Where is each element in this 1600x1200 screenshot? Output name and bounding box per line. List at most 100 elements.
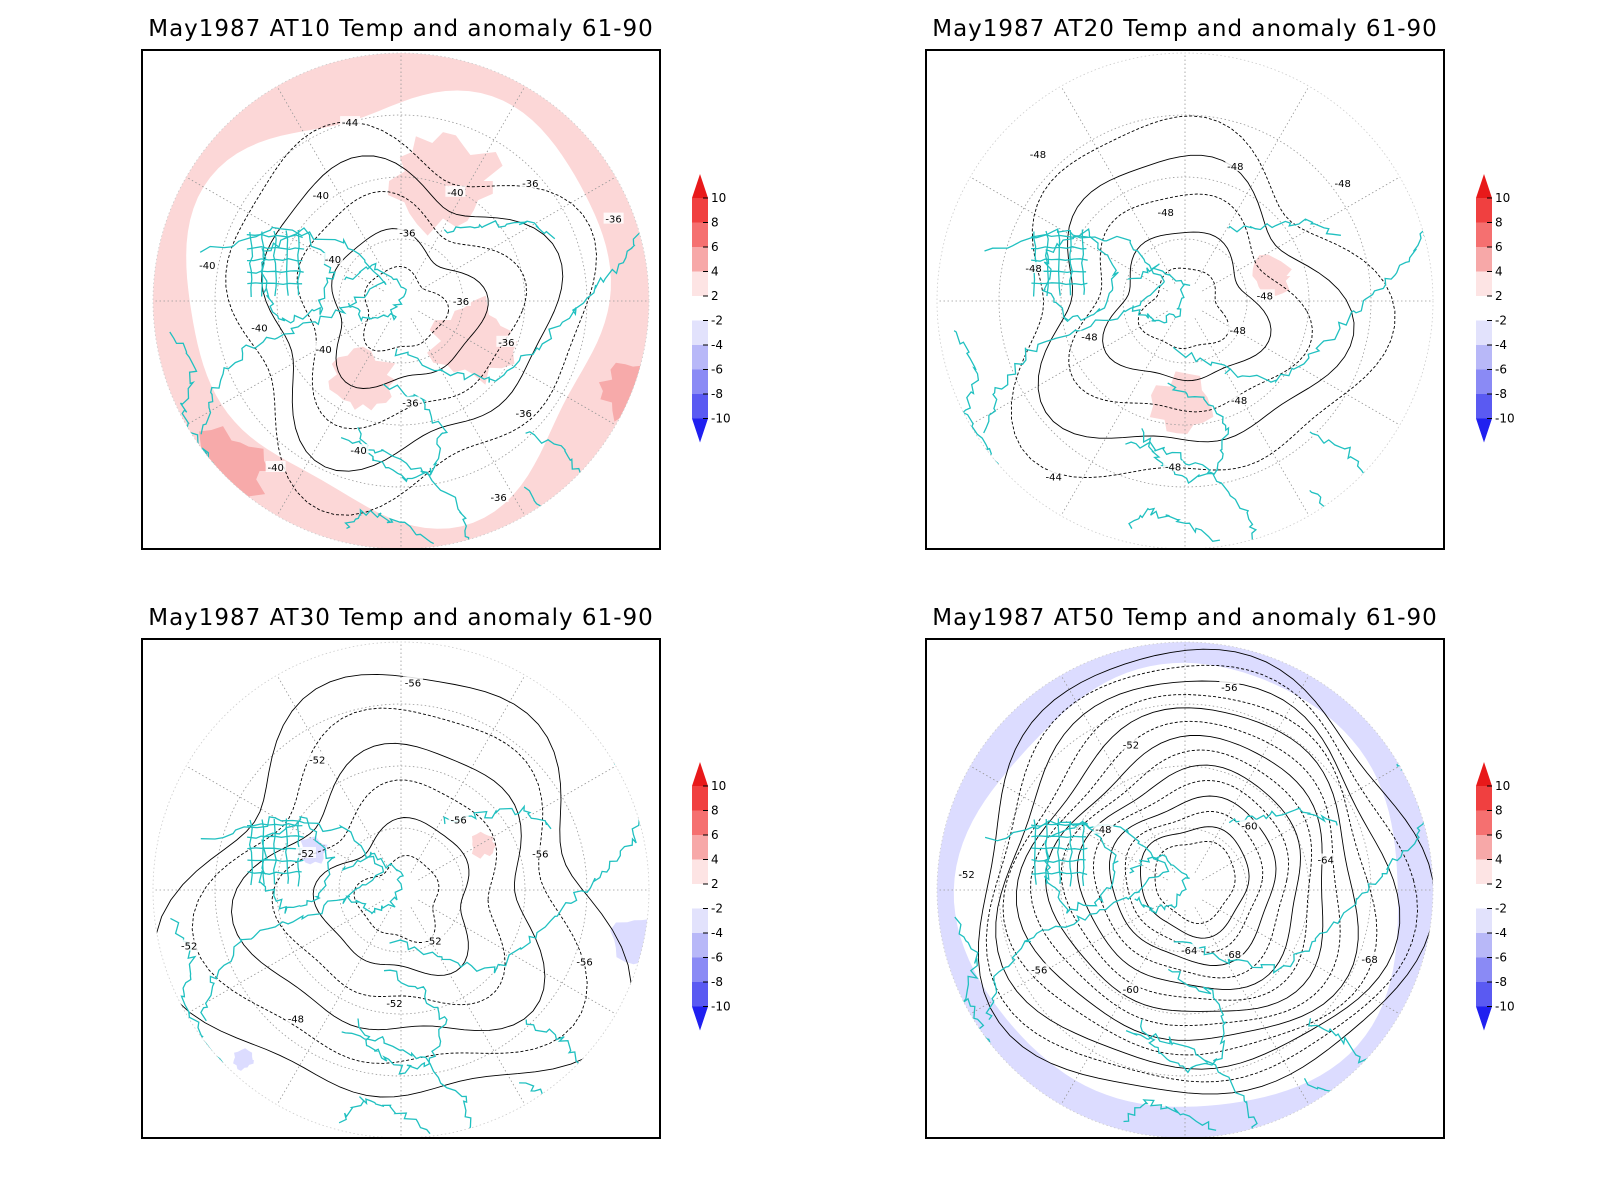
coastline <box>1126 263 1191 324</box>
colorbar-label: 10 <box>1495 191 1510 205</box>
contour-line <box>1154 841 1236 924</box>
contour-label: -48 <box>1165 463 1181 474</box>
contour-label: -36 <box>402 399 418 410</box>
polar-map: -48 -48 -48 -44 -48 -48 -48 -48 -48 -48 -48 <box>936 52 1434 548</box>
colorbar-segment <box>1476 271 1492 296</box>
contour-label: -48 <box>1025 264 1041 275</box>
colorbar-label: -8 <box>1495 387 1507 401</box>
border-line <box>297 229 301 296</box>
border-line <box>247 258 303 262</box>
border-line <box>247 282 303 286</box>
polar-map: -36 -36 -36 -36 -36 -40 -40 -40 -40 -40 -40 -40 -44 -… <box>152 52 650 548</box>
contour-label-bg <box>448 813 469 825</box>
colorbar-segment <box>1476 345 1492 370</box>
contour-label-bg <box>1254 289 1275 301</box>
border-line <box>1033 819 1037 885</box>
colorbar-arrow-bottom <box>692 1006 708 1031</box>
colorbar-label: -2 <box>1495 902 1507 916</box>
contour-line <box>1092 780 1289 979</box>
contour-label: -52 <box>298 849 314 860</box>
colorbar-label: -2 <box>711 314 723 328</box>
colorbar-label: 4 <box>1495 853 1503 867</box>
contour-label-bg <box>1043 470 1064 482</box>
contour-label: -52 <box>958 870 974 881</box>
colorbar-segment <box>692 810 708 835</box>
colorbar-label: 10 <box>1495 779 1510 793</box>
contour-line <box>1076 764 1301 990</box>
contour-line <box>1015 707 1359 1041</box>
coastline <box>1172 212 1429 384</box>
contour-label: -40 <box>251 323 267 334</box>
contour-label-bg <box>1359 952 1380 964</box>
border-line <box>247 823 303 827</box>
coastline <box>260 227 336 324</box>
polar-map: -52 -52 -48 -52 -52 -52 -56 -56 -56 -56 <box>152 641 650 1137</box>
border-line <box>248 819 253 886</box>
contour-label: -36 <box>490 493 506 504</box>
coastline <box>1125 441 1260 548</box>
contour-line <box>1010 115 1396 479</box>
colorbar-svg: 10 8 6 4 2 -2 -4 -6 -8 -10 <box>692 762 731 1031</box>
colorbar-segment <box>692 786 708 811</box>
colorbar-segment <box>1476 222 1492 247</box>
contour-line <box>977 648 1433 1095</box>
colorbar-segment <box>692 247 708 272</box>
colorbar-label: 2 <box>711 877 719 891</box>
border-line <box>1081 820 1085 887</box>
map-frame: -52 -52 -48 -52 -52 -52 -56 -56 -56 -56 <box>141 638 661 1139</box>
contour-label-bg <box>1332 176 1353 188</box>
contour-label-bg <box>1315 853 1336 865</box>
border-line <box>1030 234 1089 239</box>
contour-label-bg <box>1029 963 1050 975</box>
coastline <box>1125 1029 1259 1137</box>
coastline <box>357 383 449 483</box>
colorbar-label: 6 <box>711 240 719 254</box>
coastline <box>953 330 1010 481</box>
border-line <box>261 819 265 885</box>
border-line <box>1031 858 1086 863</box>
coastline <box>199 226 387 435</box>
colorbar-segment <box>1476 908 1492 933</box>
colorbar-label: -2 <box>711 902 723 916</box>
coastline <box>519 1019 582 1104</box>
coastline <box>1128 507 1221 543</box>
contour-line <box>1068 193 1313 413</box>
panel-at10: May1987 AT10 Temp and anomaly 61-90 -36 -… <box>141 16 661 550</box>
map-frame: -48 -48 -48 -44 -48 -48 -48 -48 -48 -48 -48 <box>925 49 1445 550</box>
contour-label-bg <box>348 444 369 456</box>
contour-label: -48 <box>288 1014 304 1025</box>
contour-label-bg <box>451 295 471 306</box>
contour-line <box>1140 826 1250 939</box>
colorbar-svg: 10 8 6 4 2 -2 -4 -6 -8 -10 <box>1476 762 1515 1031</box>
border-line <box>247 870 302 875</box>
contour-label-bg <box>384 996 405 1008</box>
anomaly-patch <box>471 831 497 859</box>
contour-line <box>225 121 597 516</box>
colorbar-label: 10 <box>711 779 726 793</box>
polar-map: -64 -60 -56 -52 -48 -52 -56 -60 -64 -68 -68 <box>936 641 1434 1137</box>
coastline <box>443 220 556 240</box>
border-line <box>273 818 277 885</box>
coastline <box>1141 382 1230 484</box>
contour-line <box>1137 267 1230 349</box>
contour-line <box>312 817 470 976</box>
contour-label-bg <box>603 212 624 224</box>
contours <box>1010 115 1396 479</box>
contours <box>225 121 597 516</box>
border-line <box>1057 230 1061 296</box>
colorbar-label: -2 <box>1495 314 1507 328</box>
contour-line <box>985 664 1418 1083</box>
contour-label: -52 <box>1123 741 1139 752</box>
contour-label: -56 <box>450 816 466 827</box>
panel-title: May1987 AT10 Temp and anomaly 61-90 <box>148 16 654 42</box>
contour-label-bg <box>402 676 423 688</box>
anomaly-patch <box>1149 371 1214 434</box>
coastline <box>1123 1099 1217 1131</box>
coastline <box>389 802 643 974</box>
coastline <box>258 816 336 914</box>
colorbar-arrow-bottom <box>1476 1006 1492 1031</box>
contour-label-bg <box>1093 822 1114 834</box>
contour-line <box>1102 231 1272 382</box>
colorbar-label: 8 <box>711 216 719 230</box>
panel-title: May1987 AT30 Temp and anomaly 61-90 <box>148 605 654 631</box>
